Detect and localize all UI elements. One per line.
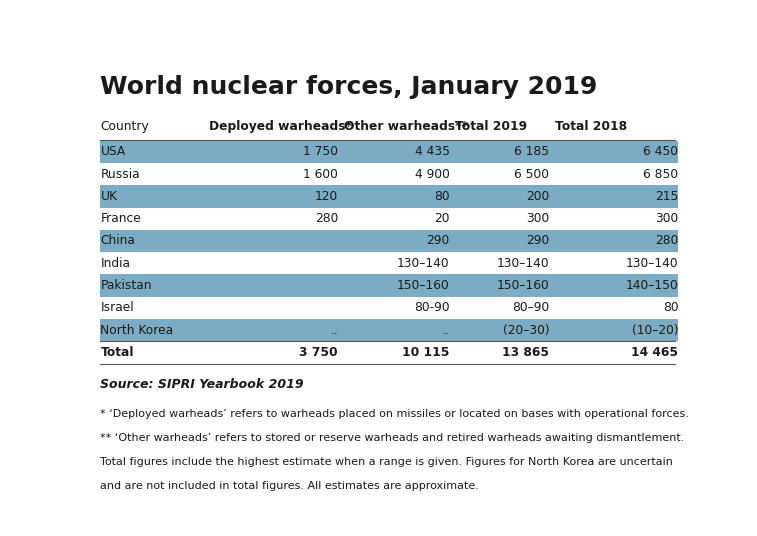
Text: North Korea: North Korea — [101, 324, 173, 337]
Text: 120: 120 — [315, 190, 338, 203]
Text: UK: UK — [101, 190, 117, 203]
Text: Total 2019: Total 2019 — [456, 120, 528, 133]
Text: 130–140: 130–140 — [497, 257, 550, 270]
Text: 20: 20 — [434, 212, 450, 225]
Text: 150–160: 150–160 — [497, 279, 550, 292]
Text: ** ‘Other warheads’ refers to stored or reserve warheads and retired warheads aw: ** ‘Other warheads’ refers to stored or … — [101, 433, 685, 443]
Text: Country: Country — [101, 120, 149, 133]
Text: 215: 215 — [655, 190, 678, 203]
Text: 80-90: 80-90 — [414, 301, 450, 314]
Text: France: France — [101, 212, 142, 225]
Text: and are not included in total figures. All estimates are approximate.: and are not included in total figures. A… — [101, 481, 479, 491]
Text: Total 2018: Total 2018 — [555, 120, 628, 133]
Text: 80: 80 — [662, 301, 678, 314]
Text: 280: 280 — [655, 234, 678, 248]
Text: ..: .. — [330, 324, 338, 337]
Text: ..: .. — [442, 324, 450, 337]
Text: 6 500: 6 500 — [514, 168, 550, 181]
Text: Israel: Israel — [101, 301, 134, 314]
Text: 300: 300 — [526, 212, 550, 225]
Text: 4 900: 4 900 — [415, 168, 450, 181]
Text: 6 450: 6 450 — [643, 145, 678, 158]
Text: 200: 200 — [526, 190, 550, 203]
Text: Total: Total — [101, 346, 134, 359]
Text: 10 115: 10 115 — [402, 346, 450, 359]
Text: * ‘Deployed warheads’ refers to warheads placed on missiles or located on bases : * ‘Deployed warheads’ refers to warheads… — [101, 409, 690, 419]
Bar — [101, 185, 678, 207]
Text: 280: 280 — [315, 212, 338, 225]
Text: 290: 290 — [526, 234, 550, 248]
Text: World nuclear forces, January 2019: World nuclear forces, January 2019 — [101, 75, 598, 99]
Text: 3 750: 3 750 — [300, 346, 338, 359]
Bar — [101, 274, 678, 297]
Text: 13 865: 13 865 — [503, 346, 550, 359]
Text: 1 600: 1 600 — [304, 168, 338, 181]
Text: 300: 300 — [655, 212, 678, 225]
Text: 80: 80 — [434, 190, 450, 203]
Text: 130–140: 130–140 — [397, 257, 450, 270]
Text: China: China — [101, 234, 136, 248]
Text: Deployed warheads*: Deployed warheads* — [209, 120, 352, 133]
Text: India: India — [101, 257, 130, 270]
Text: 14 465: 14 465 — [631, 346, 678, 359]
Text: 6 850: 6 850 — [643, 168, 678, 181]
Text: Source: SIPRI Yearbook 2019: Source: SIPRI Yearbook 2019 — [101, 378, 304, 391]
Text: Pakistan: Pakistan — [101, 279, 152, 292]
Text: 6 185: 6 185 — [514, 145, 550, 158]
Bar — [101, 230, 678, 252]
Text: 290: 290 — [426, 234, 450, 248]
Text: 130–140: 130–140 — [626, 257, 678, 270]
Text: USA: USA — [101, 145, 126, 158]
Text: 4 435: 4 435 — [415, 145, 450, 158]
Text: (10–20): (10–20) — [632, 324, 678, 337]
Text: 140–150: 140–150 — [625, 279, 678, 292]
Text: 80–90: 80–90 — [512, 301, 550, 314]
Text: Total figures include the highest estimate when a range is given. Figures for No: Total figures include the highest estima… — [101, 457, 674, 467]
Text: Russia: Russia — [101, 168, 140, 181]
Text: (20–30): (20–30) — [503, 324, 550, 337]
Text: Other warheads**: Other warheads** — [344, 120, 468, 133]
Bar — [101, 140, 678, 163]
Bar — [101, 319, 678, 341]
Text: 150–160: 150–160 — [397, 279, 450, 292]
Text: 1 750: 1 750 — [303, 145, 338, 158]
